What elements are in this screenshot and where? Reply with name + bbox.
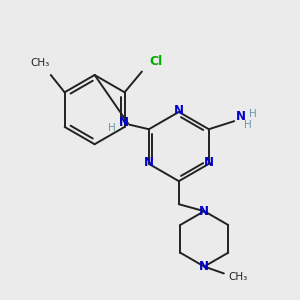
Text: N: N	[204, 156, 214, 169]
Text: N: N	[144, 156, 154, 169]
Text: N: N	[118, 116, 128, 129]
Text: N: N	[199, 260, 209, 273]
Text: CH₃: CH₃	[228, 272, 247, 282]
Text: N: N	[236, 110, 246, 123]
Text: CH₃: CH₃	[31, 58, 50, 68]
Text: N: N	[199, 205, 209, 218]
Text: N: N	[174, 104, 184, 117]
Text: H: H	[108, 123, 116, 133]
Text: H: H	[249, 109, 256, 119]
Text: Cl: Cl	[149, 55, 162, 68]
Text: H: H	[244, 120, 252, 130]
